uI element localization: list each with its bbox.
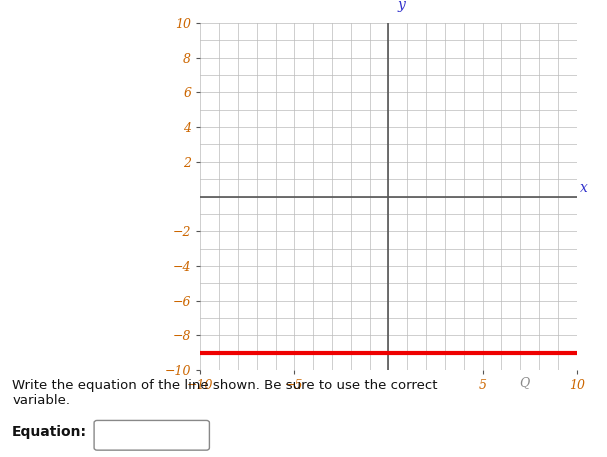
Text: y: y [398, 0, 405, 12]
Text: x: x [580, 181, 588, 195]
Text: Equation:: Equation: [12, 425, 87, 439]
Text: Write the equation of the line shown. Be sure to use the correct
variable.: Write the equation of the line shown. Be… [12, 379, 438, 407]
Text: Q: Q [519, 376, 529, 389]
